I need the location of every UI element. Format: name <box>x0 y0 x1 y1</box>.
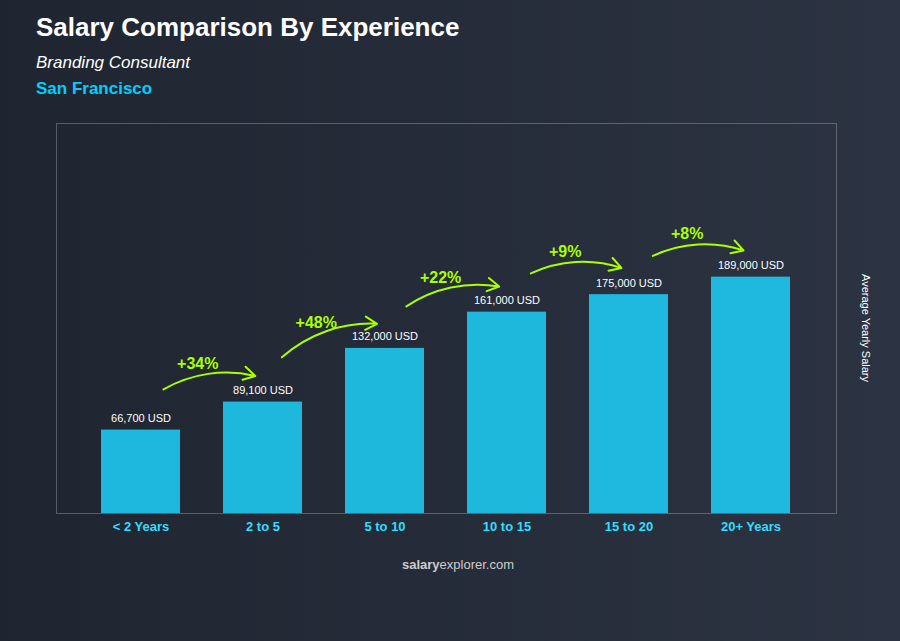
svg-text:66,700 USD: 66,700 USD <box>111 412 171 424</box>
svg-text:+48%: +48% <box>296 314 337 331</box>
html-text:Average Yearly Salary: Average Yearly Salary <box>860 274 872 382</box>
svg-text:+9%: +9% <box>549 243 581 260</box>
svg-text:5 to 10: 5 to 10 <box>364 519 405 534</box>
svg-text:10 to 15: 10 to 15 <box>483 519 531 534</box>
html-text:Branding Consultant: Branding Consultant <box>36 53 190 72</box>
html-text:Salary Comparison By Experienc: Salary Comparison By Experience <box>36 12 460 42</box>
svg-text:+8%: +8% <box>671 225 703 242</box>
svg-text:< 2 Years: < 2 Years <box>113 519 170 534</box>
svg-text:189,000 USD: 189,000 USD <box>718 259 784 271</box>
svg-text:2 to 5: 2 to 5 <box>246 519 280 534</box>
svg-text:+34%: +34% <box>177 355 218 372</box>
svg-text:132,000 USD: 132,000 USD <box>352 330 418 342</box>
svg-text:+22%: +22% <box>420 269 461 286</box>
svg-text:89,100 USD: 89,100 USD <box>233 384 293 396</box>
svg-text:175,000 USD: 175,000 USD <box>596 277 662 289</box>
svg-text:20+ Years: 20+ Years <box>721 519 781 534</box>
html-text:salary explorer.com: salary explorer.com <box>402 557 514 572</box>
svg-text:15 to 20: 15 to 20 <box>605 519 653 534</box>
svg-text:161,000 USD: 161,000 USD <box>474 294 540 306</box>
html-text:San Francisco: San Francisco <box>36 79 153 98</box>
